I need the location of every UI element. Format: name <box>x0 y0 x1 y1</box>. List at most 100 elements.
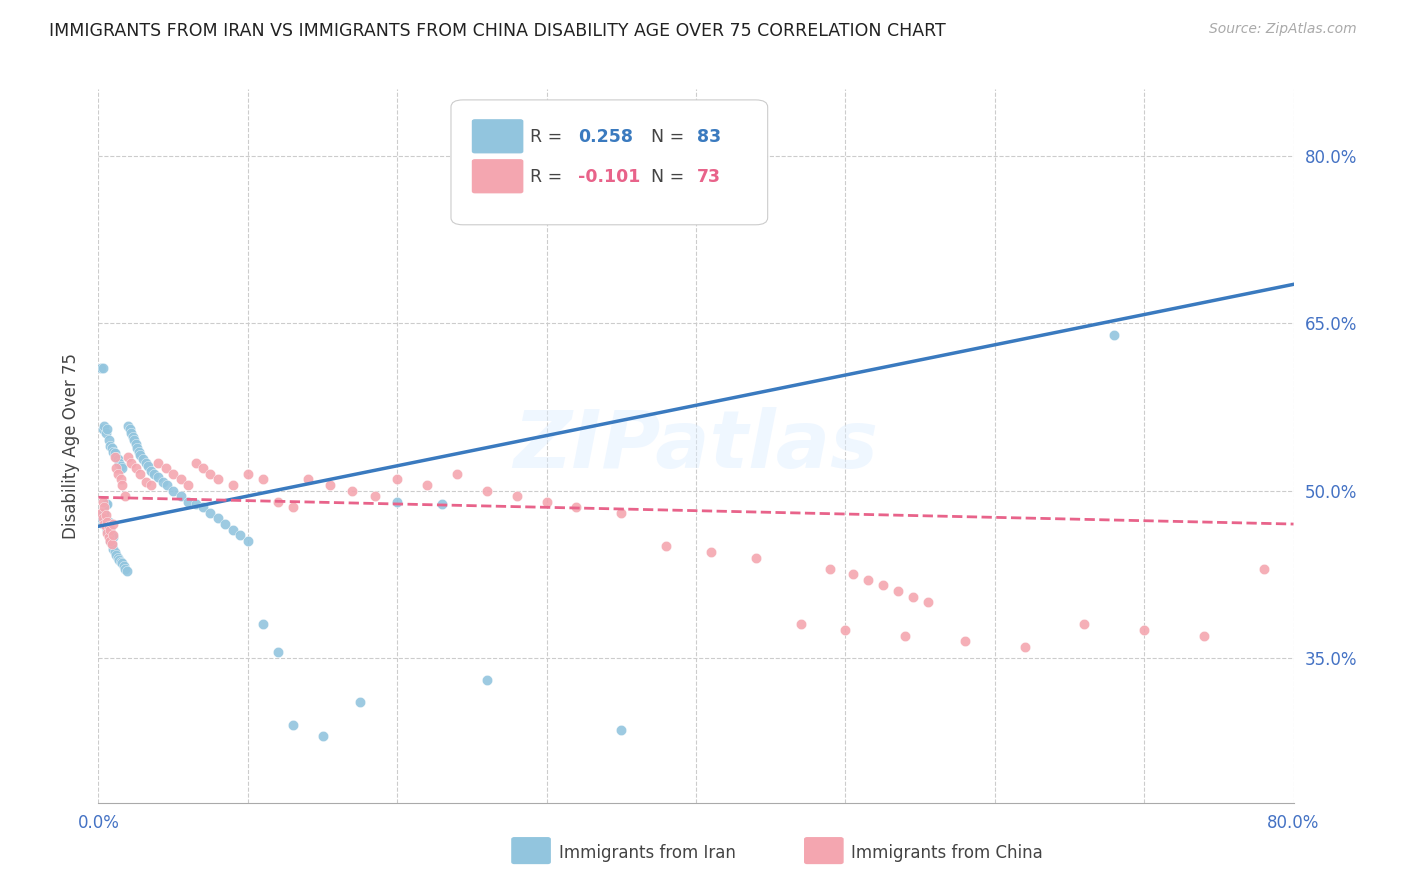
Point <box>107 550 129 565</box>
Point <box>94 515 117 529</box>
Point <box>200 467 222 481</box>
Point <box>139 463 162 477</box>
Point <box>97 528 120 542</box>
Point <box>222 478 245 492</box>
Point <box>252 617 274 632</box>
Point <box>104 445 127 459</box>
Point <box>101 537 124 551</box>
Point <box>917 595 939 609</box>
Point <box>416 478 439 492</box>
Text: Source: ZipAtlas.com: Source: ZipAtlas.com <box>1209 22 1357 37</box>
Text: -0.101: -0.101 <box>578 168 640 186</box>
Point <box>236 467 259 481</box>
Point <box>120 456 142 470</box>
Point <box>90 506 112 520</box>
Point <box>94 497 117 511</box>
Point <box>184 456 207 470</box>
Point <box>90 511 112 525</box>
Point <box>129 467 152 481</box>
Point <box>184 497 207 511</box>
Point <box>129 448 152 462</box>
Point <box>200 506 222 520</box>
Point <box>105 450 128 464</box>
Point <box>96 515 118 529</box>
Point <box>97 434 120 448</box>
Point <box>101 441 124 455</box>
Point <box>953 634 976 648</box>
Point <box>98 533 122 548</box>
Point <box>105 461 128 475</box>
Point <box>267 645 290 659</box>
Point <box>155 461 177 475</box>
Point <box>281 717 304 731</box>
Point <box>103 528 125 542</box>
Point <box>111 556 134 570</box>
FancyBboxPatch shape <box>451 100 768 225</box>
Point <box>430 497 453 511</box>
Point <box>97 515 120 529</box>
Point <box>93 517 115 532</box>
Point <box>169 489 191 503</box>
Point <box>1192 628 1215 642</box>
Point <box>148 456 170 470</box>
Point <box>364 489 387 503</box>
Point <box>93 506 115 520</box>
Point <box>98 521 122 535</box>
Point <box>349 696 371 710</box>
Point <box>297 473 319 487</box>
Point <box>114 562 136 576</box>
Point <box>745 550 768 565</box>
Point <box>91 422 114 436</box>
Point <box>222 523 245 537</box>
Point <box>124 434 146 448</box>
Point <box>93 418 115 433</box>
Point <box>655 539 678 553</box>
Point <box>110 555 132 569</box>
Text: N =: N = <box>640 168 689 186</box>
Point <box>506 489 529 503</box>
Point <box>162 483 184 498</box>
Text: R =: R = <box>530 168 568 186</box>
Point <box>117 418 139 433</box>
Point <box>229 528 252 542</box>
Point <box>834 623 856 637</box>
Point <box>103 517 125 532</box>
Point <box>475 483 498 498</box>
Point <box>536 494 558 508</box>
Point <box>446 467 468 481</box>
Point <box>128 444 150 458</box>
Point <box>191 461 214 475</box>
Point <box>94 425 117 440</box>
Point <box>91 517 114 532</box>
Text: ZIPatlas: ZIPatlas <box>513 407 879 485</box>
Point <box>104 545 127 559</box>
Point <box>101 537 124 551</box>
Point <box>1253 562 1275 576</box>
Point <box>139 478 162 492</box>
Point <box>98 533 122 548</box>
Point <box>107 467 129 481</box>
Point <box>121 430 143 444</box>
Point <box>886 583 908 598</box>
Point <box>856 573 879 587</box>
Point <box>114 489 136 503</box>
Point <box>311 729 333 743</box>
Point <box>610 723 633 738</box>
Point <box>136 458 159 473</box>
Point <box>101 528 124 542</box>
Point <box>90 361 112 376</box>
Point <box>1104 327 1126 342</box>
Point <box>1073 617 1095 632</box>
Point <box>93 500 115 515</box>
Point <box>132 452 155 467</box>
Point <box>96 523 118 537</box>
Point <box>110 473 132 487</box>
Point <box>125 436 148 450</box>
Point <box>820 562 842 576</box>
Point <box>142 467 165 481</box>
Point <box>112 559 135 574</box>
Point <box>191 500 214 515</box>
Point <box>103 444 125 458</box>
Point <box>475 673 498 687</box>
Point <box>252 473 274 487</box>
